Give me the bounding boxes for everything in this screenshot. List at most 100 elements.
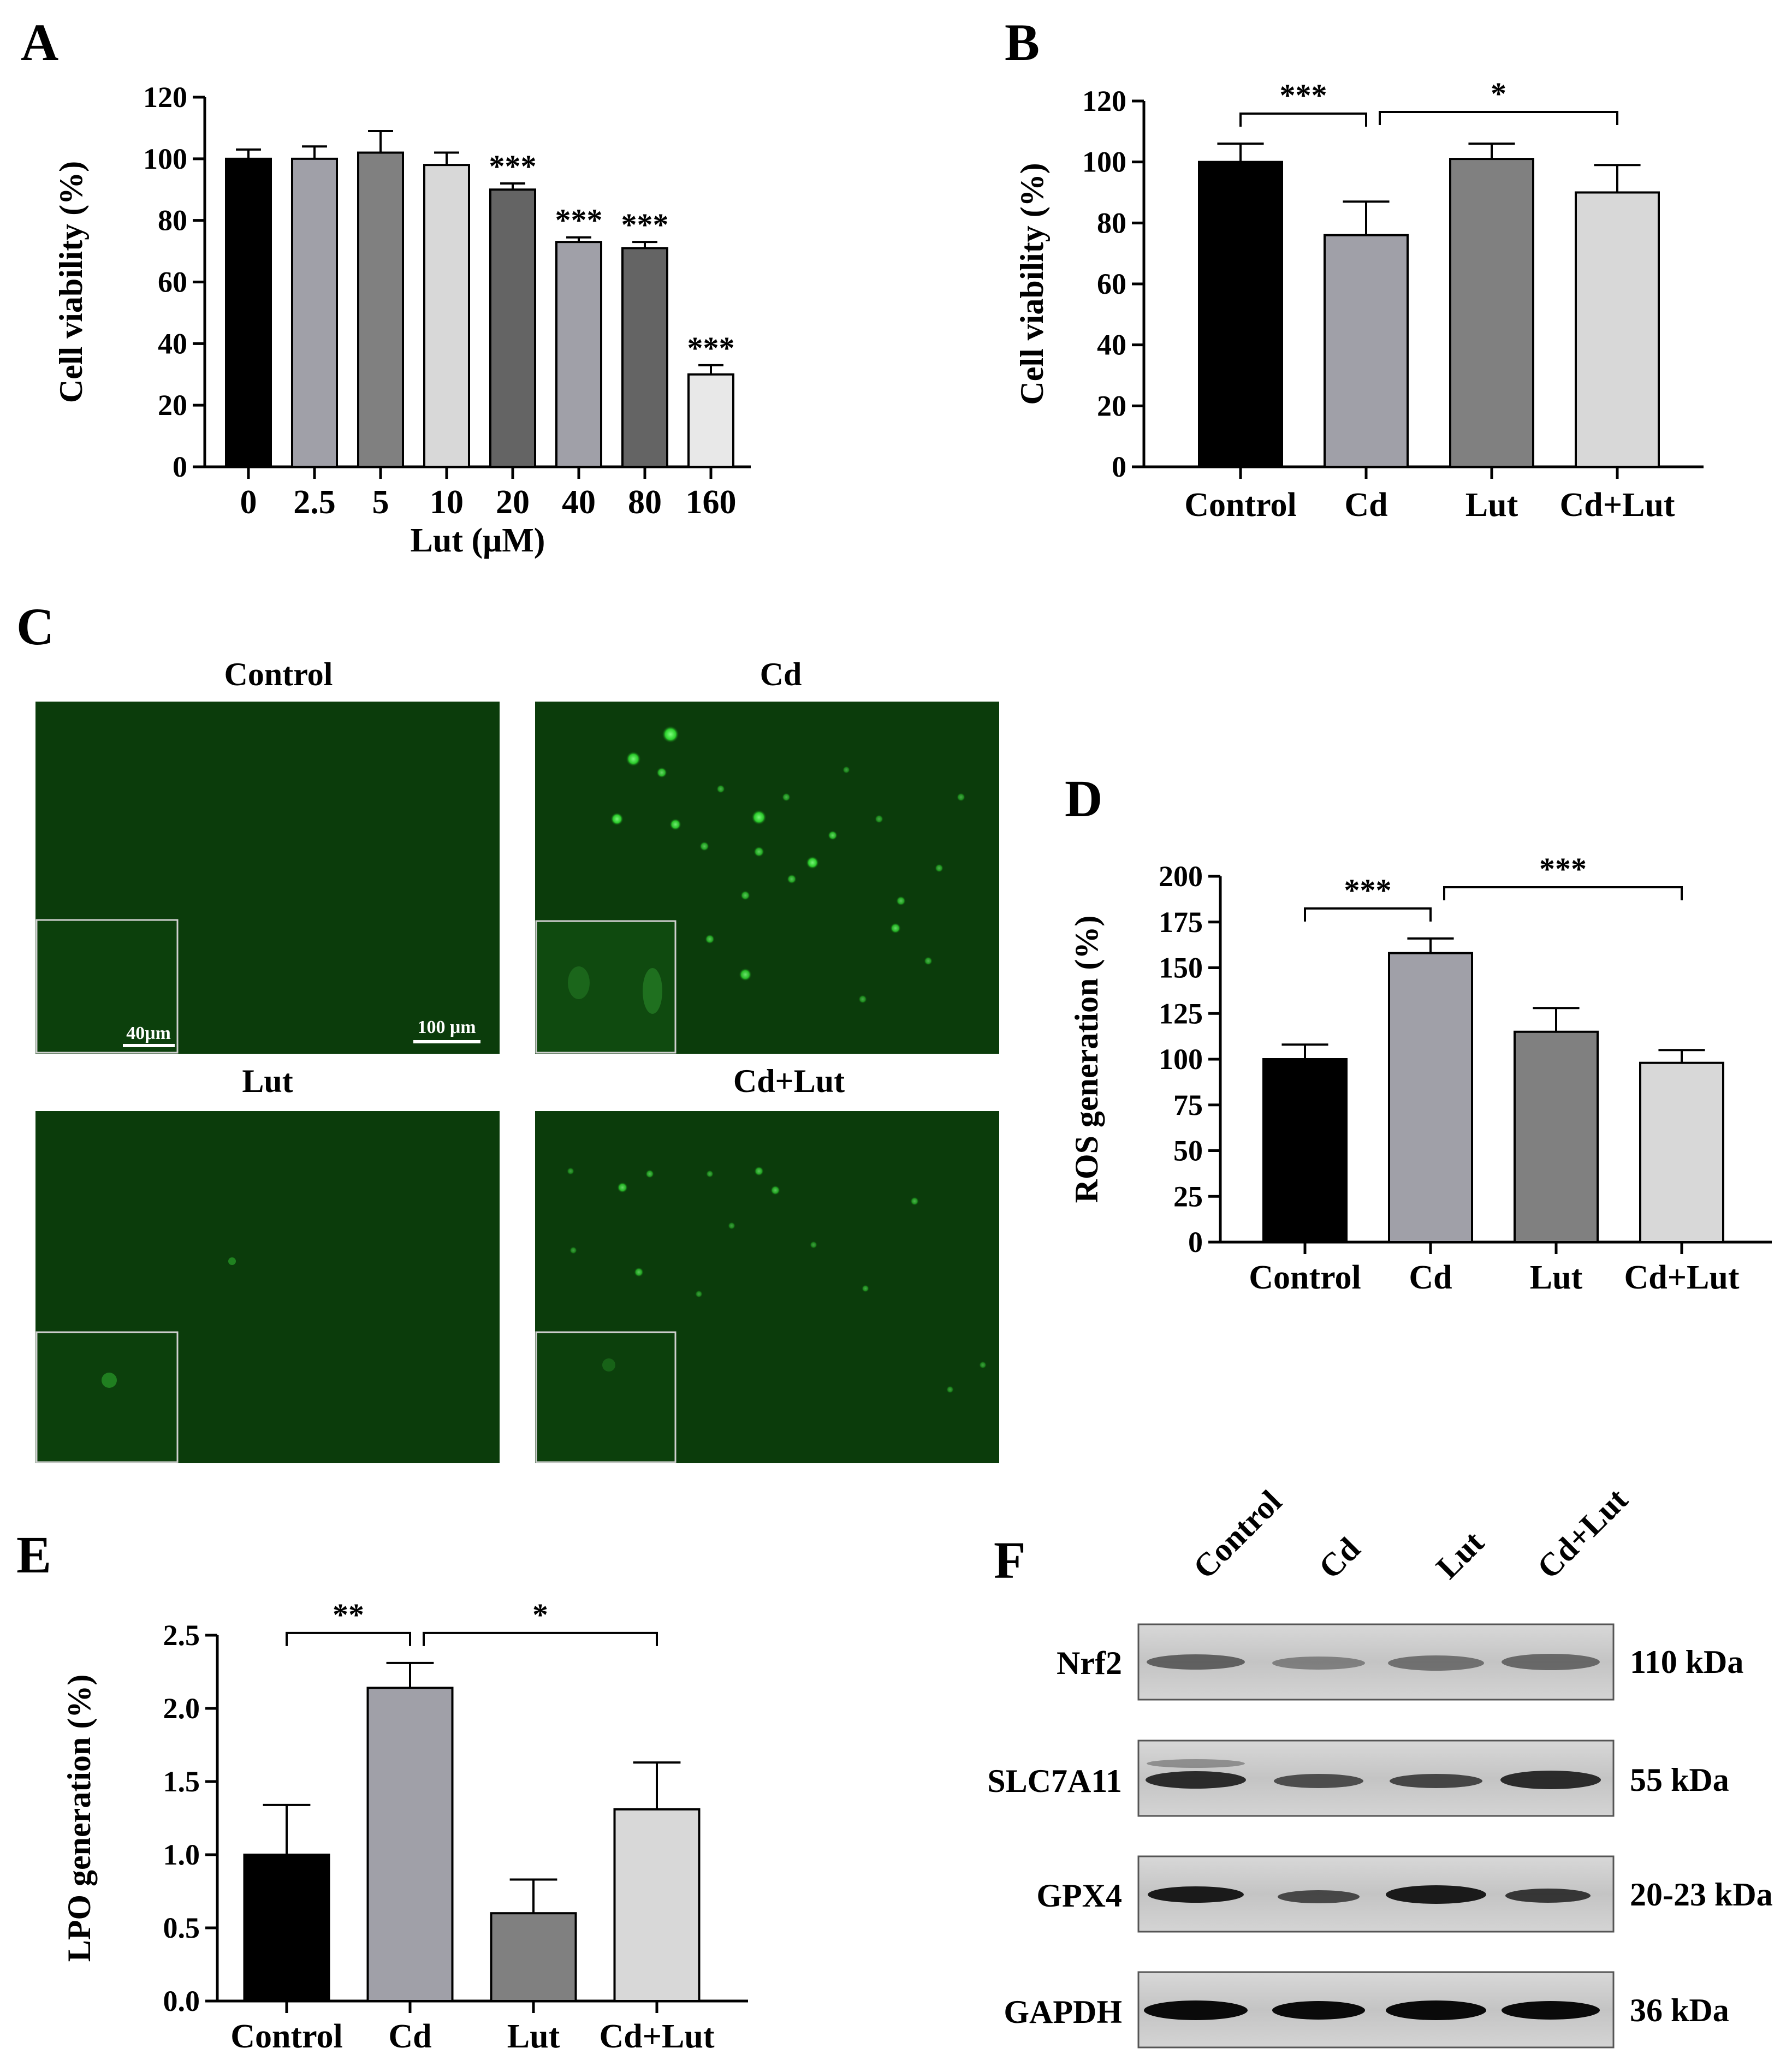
bar bbox=[1639, 1061, 1724, 1243]
cell-spot bbox=[946, 1386, 954, 1393]
panel-letter-d: D bbox=[1065, 769, 1102, 828]
x-tick-label: Cd bbox=[1344, 486, 1387, 524]
panel-letter-f: F bbox=[994, 1531, 1026, 1589]
bar bbox=[687, 373, 734, 468]
fluor-title-control: Control bbox=[224, 656, 333, 692]
fluor-image-lut bbox=[35, 1111, 500, 1463]
bar bbox=[1198, 161, 1283, 468]
cell-spot bbox=[634, 1267, 644, 1277]
y-tick-label: 150 bbox=[1159, 952, 1203, 984]
y-tick-label: 80 bbox=[1097, 206, 1126, 239]
y-tick-label: 120 bbox=[143, 81, 187, 114]
bar bbox=[490, 1912, 577, 2002]
western-blot: Control Cd Lut Cd+Lut bbox=[987, 1481, 1773, 2049]
x-tick-label: Control bbox=[1249, 1259, 1361, 1296]
cell-spot bbox=[626, 751, 641, 767]
size-label-slc7a11: 55 kDa bbox=[1630, 1762, 1729, 1798]
bar bbox=[366, 1687, 454, 2002]
bar bbox=[1262, 1058, 1348, 1243]
bar bbox=[489, 188, 536, 468]
cell-spot bbox=[705, 934, 715, 944]
significance-label: * bbox=[532, 1597, 548, 1632]
y-tick-label: 20 bbox=[1097, 389, 1126, 422]
fluor-image-cd-lut bbox=[535, 1111, 999, 1463]
x-tick-label: 2.5 bbox=[293, 484, 336, 521]
inset-box bbox=[35, 919, 179, 1054]
significance-label: *** bbox=[1344, 872, 1392, 908]
significance-bracket bbox=[1379, 111, 1618, 125]
y-tick-label: 75 bbox=[1173, 1089, 1203, 1121]
cell-spot bbox=[567, 1167, 574, 1175]
bar bbox=[225, 157, 272, 468]
y-tick-label: 0 bbox=[1188, 1226, 1203, 1258]
bands-gpx4 bbox=[1148, 1885, 1591, 1904]
bar bbox=[613, 1808, 701, 2002]
panel-letter-a: A bbox=[21, 13, 58, 72]
cell-spot bbox=[751, 810, 767, 825]
significance-label: *** bbox=[687, 330, 735, 366]
cell-spot bbox=[770, 1185, 780, 1195]
y-tick-label: 120 bbox=[1082, 85, 1126, 117]
size-label-gpx4: 20-23 kDa bbox=[1630, 1877, 1773, 1913]
fluor-title-lut: Lut bbox=[242, 1063, 293, 1099]
significance-label: *** bbox=[555, 203, 603, 238]
bar bbox=[357, 151, 404, 468]
y-tick-label: 1.5 bbox=[163, 1765, 200, 1798]
cell-spot bbox=[810, 1241, 817, 1249]
lane-label-control: Control bbox=[1186, 1483, 1289, 1586]
y-tick-label: 1.0 bbox=[163, 1838, 200, 1871]
y-tick-label: 0 bbox=[173, 450, 187, 483]
y-tick-label: 125 bbox=[1159, 997, 1203, 1030]
y-tick-label: 0.5 bbox=[163, 1911, 200, 1944]
protein-label-gapdh: GAPDH bbox=[1004, 1994, 1122, 2030]
chart-d: 0 25 50 75 100 125 150 175 200 ROS generation (%)… bbox=[1069, 851, 1772, 1296]
y-axis-label: LPO generation (%) bbox=[61, 1675, 97, 1962]
cell-spot bbox=[695, 1290, 703, 1298]
cell-spot bbox=[740, 890, 750, 900]
cell-spot bbox=[806, 856, 819, 869]
bar bbox=[423, 164, 470, 468]
bar bbox=[1514, 1030, 1599, 1243]
y-tick-label: 2.0 bbox=[163, 1692, 200, 1725]
significance-label: * bbox=[1491, 76, 1506, 111]
inset-box bbox=[535, 1331, 677, 1463]
cell-spot bbox=[739, 968, 752, 981]
y-tick-label: 0 bbox=[1112, 450, 1126, 483]
x-tick-label: Cd bbox=[1409, 1259, 1452, 1296]
cell-spot bbox=[910, 1197, 919, 1206]
cell-spot bbox=[662, 726, 679, 743]
cell-spot bbox=[728, 1222, 735, 1230]
cell-spot bbox=[842, 766, 850, 774]
y-axis-label: ROS generation (%) bbox=[1069, 916, 1105, 1203]
fluor-image-control: 40μm 100 μm bbox=[35, 702, 500, 1054]
bar bbox=[555, 241, 602, 468]
x-tick-label: Lut bbox=[507, 2018, 560, 2055]
cell-spot bbox=[645, 1169, 654, 1178]
cell-spot bbox=[890, 923, 901, 934]
cell-spot bbox=[787, 874, 797, 884]
significance-bracket bbox=[1239, 112, 1367, 127]
bands-nrf2 bbox=[1147, 1654, 1600, 1671]
bar bbox=[1324, 234, 1409, 468]
cell-spot bbox=[656, 767, 667, 778]
cell-spot bbox=[610, 812, 624, 826]
significance-label: *** bbox=[489, 149, 537, 184]
y-tick-label: 100 bbox=[143, 143, 187, 175]
cell-spot bbox=[896, 896, 906, 906]
cell-spot bbox=[935, 864, 944, 872]
y-tick-label: 25 bbox=[1173, 1180, 1203, 1213]
bar bbox=[1449, 158, 1534, 468]
fluor-title-cd: Cd bbox=[760, 656, 802, 692]
cell-spot bbox=[669, 818, 681, 830]
y-tick-label: 80 bbox=[158, 204, 187, 237]
cell-spot bbox=[706, 1170, 714, 1178]
x-tick-label: Cd+Lut bbox=[1624, 1259, 1739, 1296]
x-tick-label: 160 bbox=[686, 484, 737, 521]
fluor-title-cd-lut: Cd+Lut bbox=[733, 1063, 845, 1099]
cell-spot bbox=[858, 995, 867, 1004]
y-tick-label: 2.5 bbox=[163, 1619, 200, 1652]
bar bbox=[1575, 191, 1660, 468]
size-label-gapdh: 36 kDa bbox=[1630, 1992, 1729, 2028]
